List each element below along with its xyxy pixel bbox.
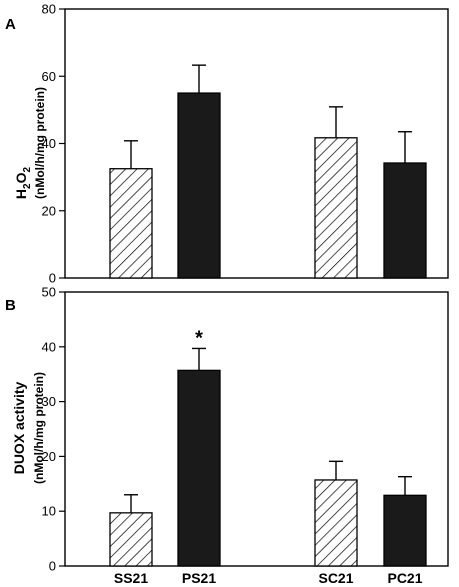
panel-a-ytick-label: 20	[42, 203, 56, 218]
panel-a-ylabel-unit: (nMol/h/mg protein)	[33, 87, 47, 199]
panel-b-ytick-label: 30	[42, 394, 56, 409]
panel-a-bar	[383, 162, 427, 279]
panel-b-label: B	[5, 297, 16, 314]
panel-b-frame	[64, 291, 449, 567]
x-category-label: PS21	[182, 570, 216, 586]
panel-a-ytick-label: 60	[42, 69, 56, 84]
panel-a-ylabel-sub2: 2	[22, 166, 33, 172]
panel-a-ylabel-o: O	[13, 172, 29, 183]
panel-a-ytick-label: 80	[42, 2, 56, 17]
panel-a-bar	[109, 168, 153, 279]
panel-b-bar	[314, 479, 358, 567]
panel-a-ylabel-sub1: 2	[22, 183, 33, 189]
panel-a-bar	[314, 137, 358, 279]
panel-b-ytick-label: 40	[42, 339, 56, 354]
panel-b-ytick-label: 0	[49, 559, 56, 574]
panel-a-ylabel: H2O2	[13, 166, 33, 199]
panel-b-ylabel: DUOX activity	[11, 381, 27, 474]
panel-a-label: A	[5, 16, 16, 33]
panel-a-bar	[177, 92, 221, 279]
panel-b-bar	[109, 512, 153, 567]
x-category-label: PC21	[387, 570, 422, 586]
svg-text:H2O2: H2O2	[13, 166, 33, 199]
panel-b-significance-mark: *	[195, 327, 203, 349]
panel-a-ylabel-h: H	[13, 189, 29, 199]
x-category-label: SC21	[318, 570, 353, 586]
panel-a-ytick-label: 40	[42, 136, 56, 151]
panel-a-ytick-label: 0	[49, 271, 56, 286]
panel-b-bar	[177, 369, 221, 567]
panel-b-ylabel-unit: (nMol/h/mg protein)	[32, 372, 46, 484]
x-category-label: SS21	[114, 570, 148, 586]
panel-b-bar	[383, 494, 427, 567]
panel-b-ytick-label: 20	[42, 449, 56, 464]
panel-b-ytick-label: 10	[42, 504, 56, 519]
panel-b-ytick-label: 50	[42, 285, 56, 300]
